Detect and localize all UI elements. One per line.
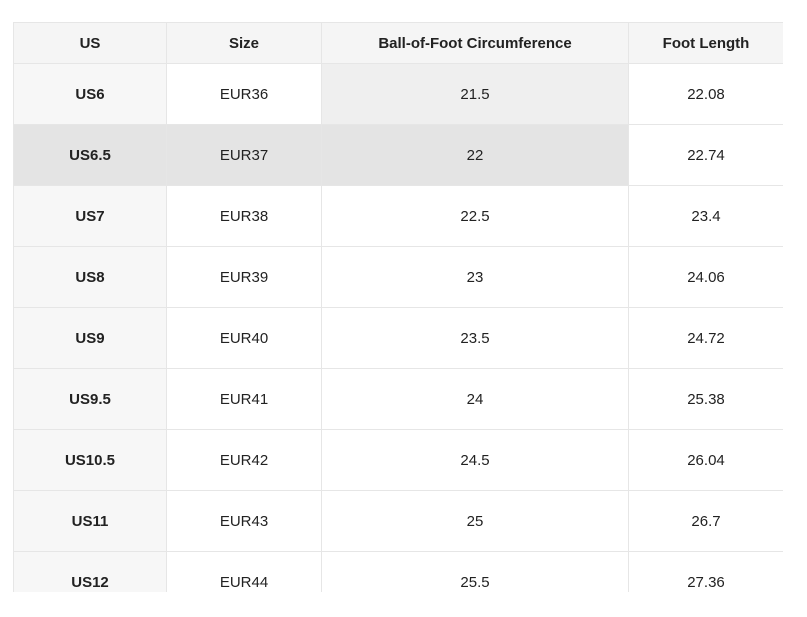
us-size-cell: US9.5 xyxy=(13,368,167,430)
table-row: US9.5 EUR41 24 25.38 xyxy=(13,368,783,430)
table-row: US7 EUR38 22.5 23.4 xyxy=(13,185,783,247)
table-cell: 22 xyxy=(321,124,629,186)
table-cell: EUR40 xyxy=(166,307,322,369)
table-cell: 23.4 xyxy=(628,185,783,247)
table-cell: EUR37 xyxy=(166,124,322,186)
table-cell: 24.72 xyxy=(628,307,783,369)
table-cell: 21.5 xyxy=(321,63,629,125)
header-cell: Ball-of-Foot Circumference xyxy=(321,22,629,64)
us-size-cell: US7 xyxy=(13,185,167,247)
table-cell: EUR38 xyxy=(166,185,322,247)
us-size-cell: US8 xyxy=(13,246,167,308)
us-size-cell: US11 xyxy=(13,490,167,552)
table-cell: 22.74 xyxy=(628,124,783,186)
header-cell: US xyxy=(13,22,167,64)
table-cell: 23 xyxy=(321,246,629,308)
us-size-cell: US6.5 xyxy=(13,124,167,186)
us-size-cell: US9 xyxy=(13,307,167,369)
table-cell: 27.36 xyxy=(628,551,783,592)
table-cell: EUR39 xyxy=(166,246,322,308)
table-cell: 25 xyxy=(321,490,629,552)
table-cell: EUR42 xyxy=(166,429,322,491)
table-row: US12 EUR44 25.5 27.36 xyxy=(13,551,783,592)
table-cell: EUR44 xyxy=(166,551,322,592)
table-body: US6 EUR36 21.5 22.08 US6.5 EUR37 22 22.74 US7 EUR… xyxy=(13,63,783,592)
header-row: US Size Ball-of-Foot Circumference Foot Len… xyxy=(13,22,783,64)
table-container: US Size Ball-of-Foot Circumference Foot Len… xyxy=(13,22,783,592)
header-cell: Foot Length xyxy=(628,22,783,64)
table-cell: 26.7 xyxy=(628,490,783,552)
table-cell: 24 xyxy=(321,368,629,430)
us-size-cell: US6 xyxy=(13,63,167,125)
table-cell: EUR36 xyxy=(166,63,322,125)
header-cell: Size xyxy=(166,22,322,64)
table-row: US9 EUR40 23.5 24.72 xyxy=(13,307,783,369)
size-table: US Size Ball-of-Foot Circumference Foot Len… xyxy=(13,22,783,592)
us-size-cell: US10.5 xyxy=(13,429,167,491)
table-row: US6 EUR36 21.5 22.08 xyxy=(13,63,783,125)
table-cell: 24.5 xyxy=(321,429,629,491)
table-cell: 25.5 xyxy=(321,551,629,592)
table-row: US11 EUR43 25 26.7 xyxy=(13,490,783,552)
table-cell: 22.5 xyxy=(321,185,629,247)
us-size-cell: US12 xyxy=(13,551,167,592)
table-row: US10.5 EUR42 24.5 26.04 xyxy=(13,429,783,491)
table-cell: 26.04 xyxy=(628,429,783,491)
table-cell: 22.08 xyxy=(628,63,783,125)
table-row: US6.5 EUR37 22 22.74 xyxy=(13,124,783,186)
table-cell: EUR41 xyxy=(166,368,322,430)
table-cell: 23.5 xyxy=(321,307,629,369)
table-cell: 25.38 xyxy=(628,368,783,430)
table-cell: 24.06 xyxy=(628,246,783,308)
table-row: US8 EUR39 23 24.06 xyxy=(13,246,783,308)
table-cell: EUR43 xyxy=(166,490,322,552)
